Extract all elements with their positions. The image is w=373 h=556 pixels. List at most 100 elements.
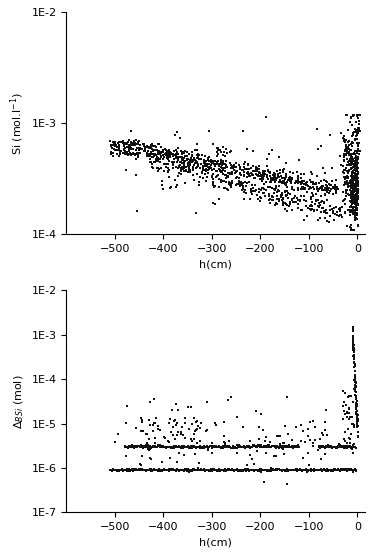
Point xyxy=(122,143,128,152)
Point xyxy=(263,441,269,450)
Point xyxy=(289,195,295,204)
Point xyxy=(279,174,285,183)
Point xyxy=(345,168,351,177)
Point xyxy=(347,155,353,163)
Point xyxy=(198,443,204,451)
Point xyxy=(276,153,282,162)
Point xyxy=(351,168,357,177)
Point xyxy=(349,443,355,452)
Point xyxy=(220,442,226,451)
Point xyxy=(218,443,224,451)
Point xyxy=(178,429,184,438)
Point xyxy=(288,200,294,208)
Point xyxy=(176,162,182,171)
Point xyxy=(145,465,151,474)
Point xyxy=(112,466,118,475)
Point xyxy=(332,466,338,475)
Point xyxy=(352,384,358,393)
Point xyxy=(108,141,114,150)
Point xyxy=(116,146,122,155)
Point xyxy=(352,377,358,386)
Point xyxy=(173,162,179,171)
Point xyxy=(295,203,301,212)
Point xyxy=(188,403,194,411)
Point xyxy=(222,441,228,450)
Point xyxy=(284,465,290,474)
Point xyxy=(260,426,266,435)
Point xyxy=(351,198,357,207)
Point xyxy=(283,171,289,180)
Point xyxy=(146,416,152,425)
Point xyxy=(226,442,232,451)
Point xyxy=(245,170,251,178)
Point xyxy=(182,465,188,474)
Point xyxy=(343,140,349,149)
Point xyxy=(223,162,229,171)
Point xyxy=(341,406,347,415)
Point xyxy=(353,393,359,401)
Point xyxy=(202,160,208,169)
Point xyxy=(287,176,293,185)
Point xyxy=(348,193,354,202)
Point xyxy=(154,442,160,451)
Point xyxy=(186,164,192,173)
Point xyxy=(154,425,160,434)
Point xyxy=(122,139,128,148)
Point xyxy=(122,138,128,147)
Point xyxy=(351,350,357,359)
Point xyxy=(267,443,273,451)
Point xyxy=(345,183,351,192)
Point xyxy=(108,140,114,149)
Point xyxy=(204,426,210,435)
Point xyxy=(316,202,322,211)
Point xyxy=(317,183,323,192)
Point xyxy=(120,465,126,474)
Point xyxy=(345,180,351,189)
Point xyxy=(141,442,147,451)
Point xyxy=(354,206,360,215)
Point xyxy=(354,196,360,205)
Point xyxy=(263,170,269,179)
Point xyxy=(319,185,325,194)
Point xyxy=(239,166,245,175)
Point xyxy=(147,150,153,159)
Point xyxy=(295,167,301,176)
Point xyxy=(355,433,361,441)
Point xyxy=(292,179,298,188)
Point xyxy=(351,206,357,215)
Point xyxy=(347,466,353,475)
Point xyxy=(319,441,325,450)
Point xyxy=(262,166,268,175)
Point xyxy=(319,204,325,213)
Point xyxy=(321,442,327,451)
Point xyxy=(349,206,355,215)
Point xyxy=(300,453,306,462)
Point xyxy=(217,167,223,176)
Point xyxy=(219,161,225,170)
Point xyxy=(352,170,358,179)
Point xyxy=(194,158,200,167)
Point xyxy=(169,150,175,159)
Point xyxy=(314,206,320,215)
Point xyxy=(266,191,272,200)
Point xyxy=(195,161,201,170)
Point xyxy=(198,465,204,474)
Point xyxy=(271,188,277,197)
Point xyxy=(194,443,200,451)
Point xyxy=(352,214,358,222)
Point xyxy=(166,152,172,161)
Point xyxy=(196,177,202,186)
Point xyxy=(352,149,358,158)
Point xyxy=(234,172,240,181)
Point xyxy=(333,443,339,451)
Point xyxy=(136,442,142,451)
Point xyxy=(222,418,228,427)
Point xyxy=(239,126,245,135)
Point xyxy=(326,179,332,188)
Point xyxy=(167,466,173,475)
Point xyxy=(141,465,147,474)
Point xyxy=(276,172,282,181)
Point xyxy=(348,160,354,168)
Point xyxy=(327,181,333,190)
Point xyxy=(299,206,305,215)
